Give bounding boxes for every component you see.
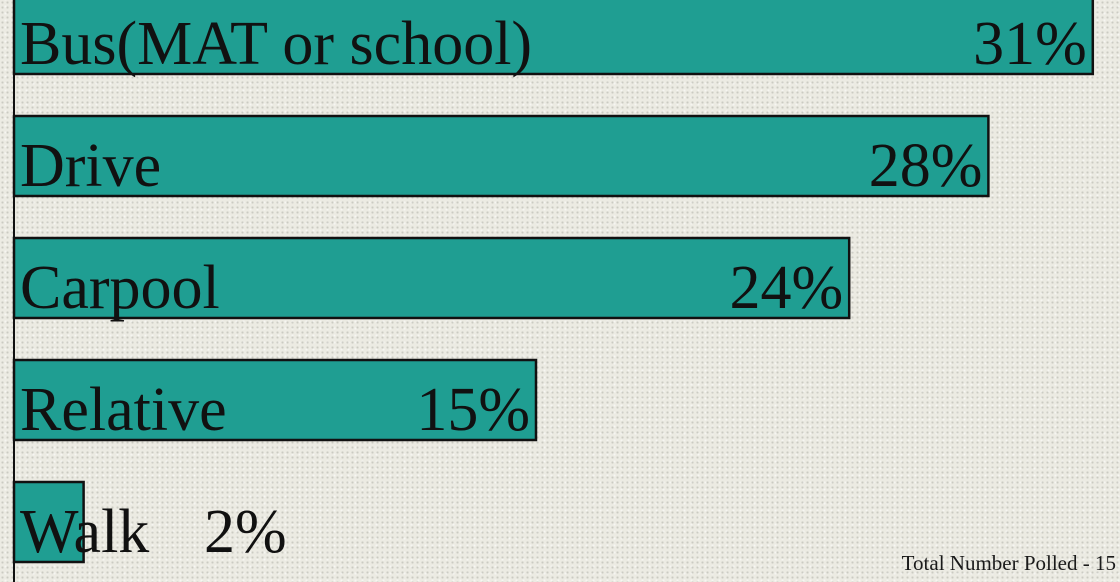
value-label-carpool: 24% <box>730 254 844 322</box>
category-label-relative: Relative <box>20 376 227 444</box>
bar-drive <box>12 114 990 198</box>
bar-walk <box>12 480 85 564</box>
value-label-relative: 15% <box>416 376 530 444</box>
bar-carpool <box>12 236 851 320</box>
category-label-bus-mat-or-school: Bus(MAT or school) <box>20 10 532 78</box>
value-label-drive: 28% <box>869 132 983 200</box>
category-label-drive: Drive <box>20 132 161 200</box>
category-label-carpool: Carpool <box>20 254 220 322</box>
category-label-walk: Walk <box>20 498 149 566</box>
bar-relative <box>12 358 538 442</box>
value-label-bus-mat-or-school: 31% <box>973 10 1087 78</box>
footnote: Total Number Polled - 15 <box>901 551 1116 575</box>
value-label-walk: 2% <box>204 498 287 566</box>
bar-bus-mat-or-school <box>12 0 1095 76</box>
